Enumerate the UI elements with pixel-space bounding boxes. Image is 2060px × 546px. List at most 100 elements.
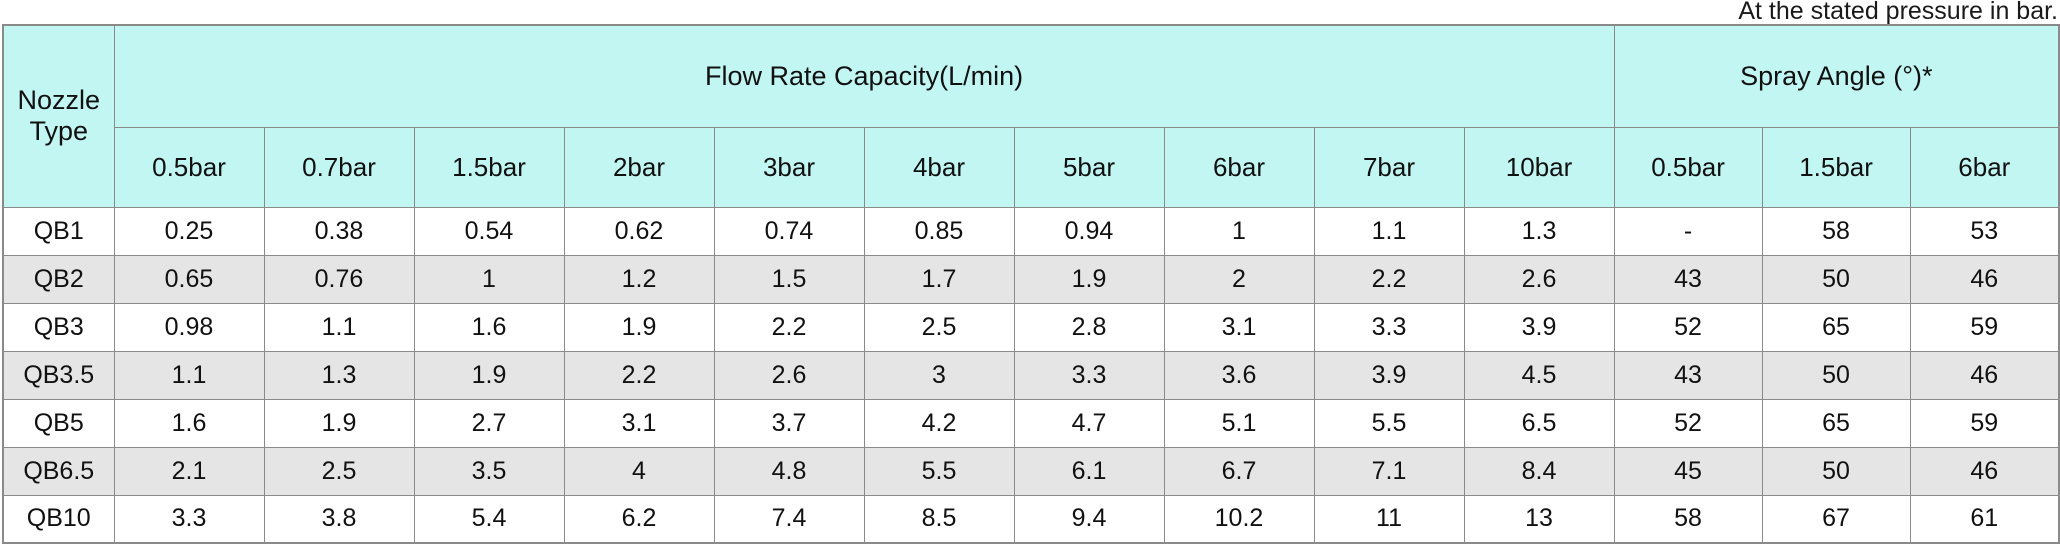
flow-rate-cell: 2.7 (413, 398, 565, 448)
flow-rate-cell: 1.3 (1463, 206, 1615, 256)
spray-angle-cell: 61 (1909, 494, 2060, 544)
flow-rate-cell: 10.2 (1163, 494, 1315, 544)
table-row: QB3 0.98 1.1 1.6 1.9 2.2 2.5 2.8 3.1 3.3 3.9 52 65 59 (2, 302, 2060, 352)
spray-angle-cell: 45 (1613, 446, 1763, 496)
spray-angle-cell: 59 (1909, 398, 2060, 448)
nozzle-spec-table: Nozzle Type Flow Rate Capacity(L/min) Sp… (2, 24, 2060, 544)
spray-angle-cell: 59 (1909, 302, 2060, 352)
pressure-note: At the stated pressure in bar. (1738, 0, 2058, 25)
flow-rate-cell: 7.1 (1313, 446, 1465, 496)
nozzle-type-header: Nozzle Type (2, 24, 115, 208)
flow-rate-cell: 0.85 (863, 206, 1015, 256)
flow-rate-cell: 2.5 (863, 302, 1015, 352)
nozzle-type-cell: QB2 (2, 254, 115, 304)
flow-rate-cell: 6.1 (1013, 446, 1165, 496)
flow-rate-cell: 2.6 (713, 350, 865, 400)
nozzle-type-cell: QB6.5 (2, 446, 115, 496)
flow-rate-cell: 6.7 (1163, 446, 1315, 496)
spray-angle-cell: 50 (1761, 446, 1911, 496)
angle-col-header: 0.5bar (1613, 126, 1763, 208)
flow-rate-cell: 2.8 (1013, 302, 1165, 352)
flow-rate-cell: 8.5 (863, 494, 1015, 544)
flow-rate-cell: 2.6 (1463, 254, 1615, 304)
flow-rate-cell: 3.5 (413, 446, 565, 496)
flow-rate-cell: 5.5 (863, 446, 1015, 496)
flow-rate-cell: 5.5 (1313, 398, 1465, 448)
flow-rate-cell: 0.74 (713, 206, 865, 256)
flow-rate-cell: 8.4 (1463, 446, 1615, 496)
flow-rate-cell: 1.6 (113, 398, 265, 448)
flow-rate-cell: 4 (563, 446, 715, 496)
flow-rate-cell: 13 (1463, 494, 1615, 544)
nozzle-type-cell: QB5 (2, 398, 115, 448)
flow-rate-cell: 3.1 (1163, 302, 1315, 352)
flow-col-header: 3bar (713, 126, 865, 208)
spray-angle-cell: 65 (1761, 398, 1911, 448)
flow-rate-cell: 7.4 (713, 494, 865, 544)
flow-rate-cell: 0.25 (113, 206, 265, 256)
table-row: QB2 0.65 0.76 1 1.2 1.5 1.7 1.9 2 2.2 2.6 43 50 46 (2, 254, 2060, 304)
flow-rate-cell: 4.8 (713, 446, 865, 496)
flow-rate-cell: 9.4 (1013, 494, 1165, 544)
flow-rate-cell: 1.9 (413, 350, 565, 400)
flow-rate-cell: 1.1 (1313, 206, 1465, 256)
flow-rate-cell: 4.5 (1463, 350, 1615, 400)
flow-col-header: 0.7bar (263, 126, 415, 208)
spray-angle-cell: 52 (1613, 302, 1763, 352)
spray-angle-cell: 50 (1761, 350, 1911, 400)
nozzle-type-cell: QB3 (2, 302, 115, 352)
flow-rate-group-header: Flow Rate Capacity(L/min) (113, 24, 1615, 128)
spray-angle-cell: 46 (1909, 446, 2060, 496)
flow-rate-cell: 1.1 (263, 302, 415, 352)
nozzle-type-cell: QB3.5 (2, 350, 115, 400)
flow-rate-cell: 1 (1163, 206, 1315, 256)
table-row: QB5 1.6 1.9 2.7 3.1 3.7 4.2 4.7 5.1 5.5 6.5 52 65 59 (2, 398, 2060, 448)
spray-angle-cell: 67 (1761, 494, 1911, 544)
header-sub-row: 0.5bar 0.7bar 1.5bar 2bar 3bar 4bar 5bar… (3, 126, 2060, 208)
flow-rate-cell: 1 (413, 254, 565, 304)
table-row: QB1 0.25 0.38 0.54 0.62 0.74 0.85 0.94 1 1.1 1.3-5… (2, 206, 2060, 256)
nozzle-type-cell: QB1 (2, 206, 115, 256)
flow-rate-cell: 11 (1313, 494, 1465, 544)
spray-angle-cell: 52 (1613, 398, 1763, 448)
flow-rate-cell: 3.1 (563, 398, 715, 448)
spray-angle-cell: 58 (1613, 494, 1763, 544)
flow-col-header: 10bar (1463, 126, 1615, 208)
flow-rate-cell: 3.3 (1013, 350, 1165, 400)
header-group-row: Nozzle Type Flow Rate Capacity(L/min) Sp… (2, 24, 2060, 208)
spray-angle-cell: 53 (1909, 206, 2060, 256)
flow-rate-cell: 0.76 (263, 254, 415, 304)
flow-col-header: 5bar (1013, 126, 1165, 208)
flow-rate-cell: 0.94 (1013, 206, 1165, 256)
spray-angle-cell: 65 (1761, 302, 1911, 352)
flow-rate-cell: 1.9 (1013, 254, 1165, 304)
flow-rate-cell: 5.1 (1163, 398, 1315, 448)
flow-rate-cell: 3.8 (263, 494, 415, 544)
flow-rate-cell: 1.3 (263, 350, 415, 400)
flow-rate-cell: 3.3 (113, 494, 265, 544)
angle-col-header: 6bar (1909, 126, 2060, 208)
flow-col-header: 4bar (863, 126, 1015, 208)
table-body: QB1 0.25 0.38 0.54 0.62 0.74 0.85 0.94 1 1.1 1.3-5… (2, 206, 2060, 544)
flow-rate-cell: 2 (1163, 254, 1315, 304)
nozzle-type-cell: QB10 (2, 494, 115, 544)
flow-rate-cell: 2.1 (113, 446, 265, 496)
spray-angle-cell: - (1613, 206, 1763, 256)
spray-angle-cell: 46 (1909, 350, 2060, 400)
spray-angle-cell: 58 (1761, 206, 1911, 256)
flow-rate-cell: 0.65 (113, 254, 265, 304)
flow-rate-cell: 1.9 (563, 302, 715, 352)
flow-rate-cell: 1.2 (563, 254, 715, 304)
flow-rate-cell: 0.98 (113, 302, 265, 352)
flow-rate-cell: 2.5 (263, 446, 415, 496)
spray-angle-cell: 46 (1909, 254, 2060, 304)
flow-rate-cell: 1.6 (413, 302, 565, 352)
flow-rate-cell: 4.2 (863, 398, 1015, 448)
spray-angle-cell: 43 (1613, 254, 1763, 304)
flow-col-header: 1.5bar (413, 126, 565, 208)
flow-rate-cell: 0.62 (563, 206, 715, 256)
table-row: QB10 3.3 3.8 5.4 6.2 7.4 8.5 9.4 10.2 11 13 58 67 61 (2, 494, 2060, 544)
flow-rate-cell: 3.6 (1163, 350, 1315, 400)
flow-rate-cell: 1.5 (713, 254, 865, 304)
